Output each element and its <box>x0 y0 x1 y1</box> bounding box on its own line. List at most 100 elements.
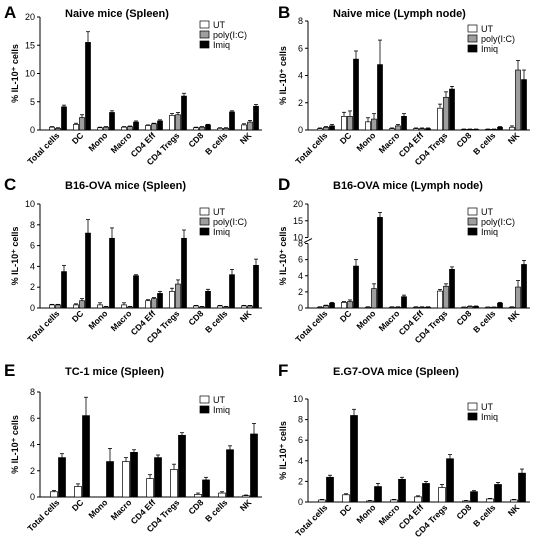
panel-letter: A <box>4 3 16 22</box>
bar-polyic <box>347 301 353 309</box>
legend-swatch <box>199 30 210 39</box>
x-tick-label: CD8 <box>454 130 473 149</box>
chart-panel-d: D B16-OVA mice (Lymph node) 0 2 4 6 810 15 20 % I… <box>278 175 530 345</box>
x-tick-label: Total cells <box>293 308 329 344</box>
y-tick-label: 4 <box>298 456 303 466</box>
bar-ut <box>97 304 103 309</box>
legend-swatch <box>199 405 210 414</box>
bar-ut <box>437 290 443 309</box>
x-tick-label: Mono <box>86 497 109 520</box>
y-tick-label: 20 <box>25 12 35 22</box>
bar-imiq <box>350 415 358 503</box>
bar-imiq <box>449 88 455 131</box>
y-tick-label: 5 <box>30 97 35 107</box>
bar-ut <box>145 300 151 309</box>
x-tick-label: Total cells <box>25 130 61 166</box>
bar-imiq <box>109 112 115 131</box>
bar-ut <box>194 494 202 498</box>
x-tick-label: DC <box>338 130 354 146</box>
y-tick-label: 0 <box>298 125 303 135</box>
chart-title: TC-1 mice (Spleen) <box>65 366 164 378</box>
bar-ut <box>510 499 518 503</box>
x-tick-label: Mono <box>354 502 377 525</box>
bar-imiq <box>518 472 526 503</box>
legend-swatch <box>467 227 478 236</box>
y-tick-label: 6 <box>30 241 35 251</box>
bar-ut <box>341 116 347 131</box>
y-tick-label: 15 <box>25 40 35 50</box>
x-tick-label: Mono <box>86 130 109 153</box>
panel-letter: E <box>4 361 15 380</box>
bar-imiq <box>85 42 91 131</box>
y-tick-label: 10 <box>293 233 303 243</box>
bar-imiq <box>130 452 138 498</box>
bar-imiq <box>181 237 187 309</box>
bar-polyic <box>79 300 85 309</box>
bar-ut <box>169 291 175 309</box>
bar-imiq <box>106 461 114 498</box>
bar-imiq <box>253 105 259 131</box>
bar-imiq <box>521 79 527 131</box>
x-tick-label: DC <box>70 130 86 146</box>
bar-ut <box>217 127 223 131</box>
x-tick-label: B cells <box>203 497 230 524</box>
x-tick-label: DC <box>70 497 86 513</box>
bar-imiq <box>178 434 186 498</box>
legend-swatch <box>467 217 478 226</box>
bar-polyic <box>79 117 85 131</box>
y-tick-label: 8 <box>298 16 303 26</box>
chart-panel-a: A Naive mice (Spleen) 0 5 10 15 20 % IL-10⁺ cel… <box>4 3 262 167</box>
bar-polyic <box>347 116 353 131</box>
y-axis-label: % IL-10⁺ cells <box>10 227 20 286</box>
legend-label: UT <box>213 20 225 30</box>
legend-label: poly(I:C) <box>481 217 515 227</box>
bar-polyic <box>371 118 377 131</box>
bar-imiq <box>250 433 258 498</box>
legend-swatch <box>199 227 210 236</box>
bar-imiq <box>449 268 455 309</box>
y-axis-label: % IL-10⁺ cells <box>278 46 288 105</box>
legend-label: UT <box>213 395 225 405</box>
x-tick-label: B cells <box>471 308 498 335</box>
bar-polyic <box>55 304 61 309</box>
bar-imiq <box>425 306 431 309</box>
bar-ut <box>342 494 350 503</box>
bar-polyic <box>127 126 133 131</box>
bar-imiq <box>374 486 382 503</box>
bar-ut <box>486 498 494 503</box>
legend-swatch <box>467 24 478 33</box>
chart-panel-e: E TC-1 mice (Spleen) 0 2 4 6 8 % IL-10⁺ cells To… <box>4 361 262 534</box>
legend-label: Imiq <box>481 44 498 54</box>
bar-polyic <box>515 69 521 131</box>
bar-ut <box>193 305 199 309</box>
bar-imiq <box>133 275 139 309</box>
bar-imiq <box>82 415 90 498</box>
x-tick-label: DC <box>338 502 354 518</box>
bar-imiq <box>205 291 211 309</box>
bar-polyic <box>199 306 205 309</box>
bar-imiq <box>353 265 359 309</box>
x-tick-label: Mono <box>354 130 377 153</box>
legend-label: UT <box>481 207 493 217</box>
y-tick-label: 4 <box>30 440 35 450</box>
bar-imiq <box>154 457 162 498</box>
bar-imiq <box>329 302 335 309</box>
panel-letter: F <box>278 361 288 380</box>
x-tick-label: CD8 <box>186 497 205 516</box>
bar-polyic <box>419 128 425 131</box>
chart-panel-c: C B16-OVA mice (Spleen) 0 2 4 6 8 10 % IL-10⁺ ce… <box>4 175 262 345</box>
x-tick-label: CD8 <box>454 502 473 521</box>
bar-ut <box>509 126 515 131</box>
bar-ut <box>366 500 374 503</box>
y-tick-label: 6 <box>298 435 303 445</box>
legend-label: Imiq <box>213 405 230 415</box>
bar-ut <box>318 499 326 503</box>
bar-polyic <box>223 127 229 131</box>
bar-ut <box>50 491 58 498</box>
y-tick-label: 0 <box>30 303 35 313</box>
x-tick-label: B cells <box>471 502 498 529</box>
bar-imiq <box>226 449 234 498</box>
y-tick-label: 0 <box>298 497 303 507</box>
panel-letter: D <box>278 175 290 194</box>
bar-ut <box>437 107 443 131</box>
